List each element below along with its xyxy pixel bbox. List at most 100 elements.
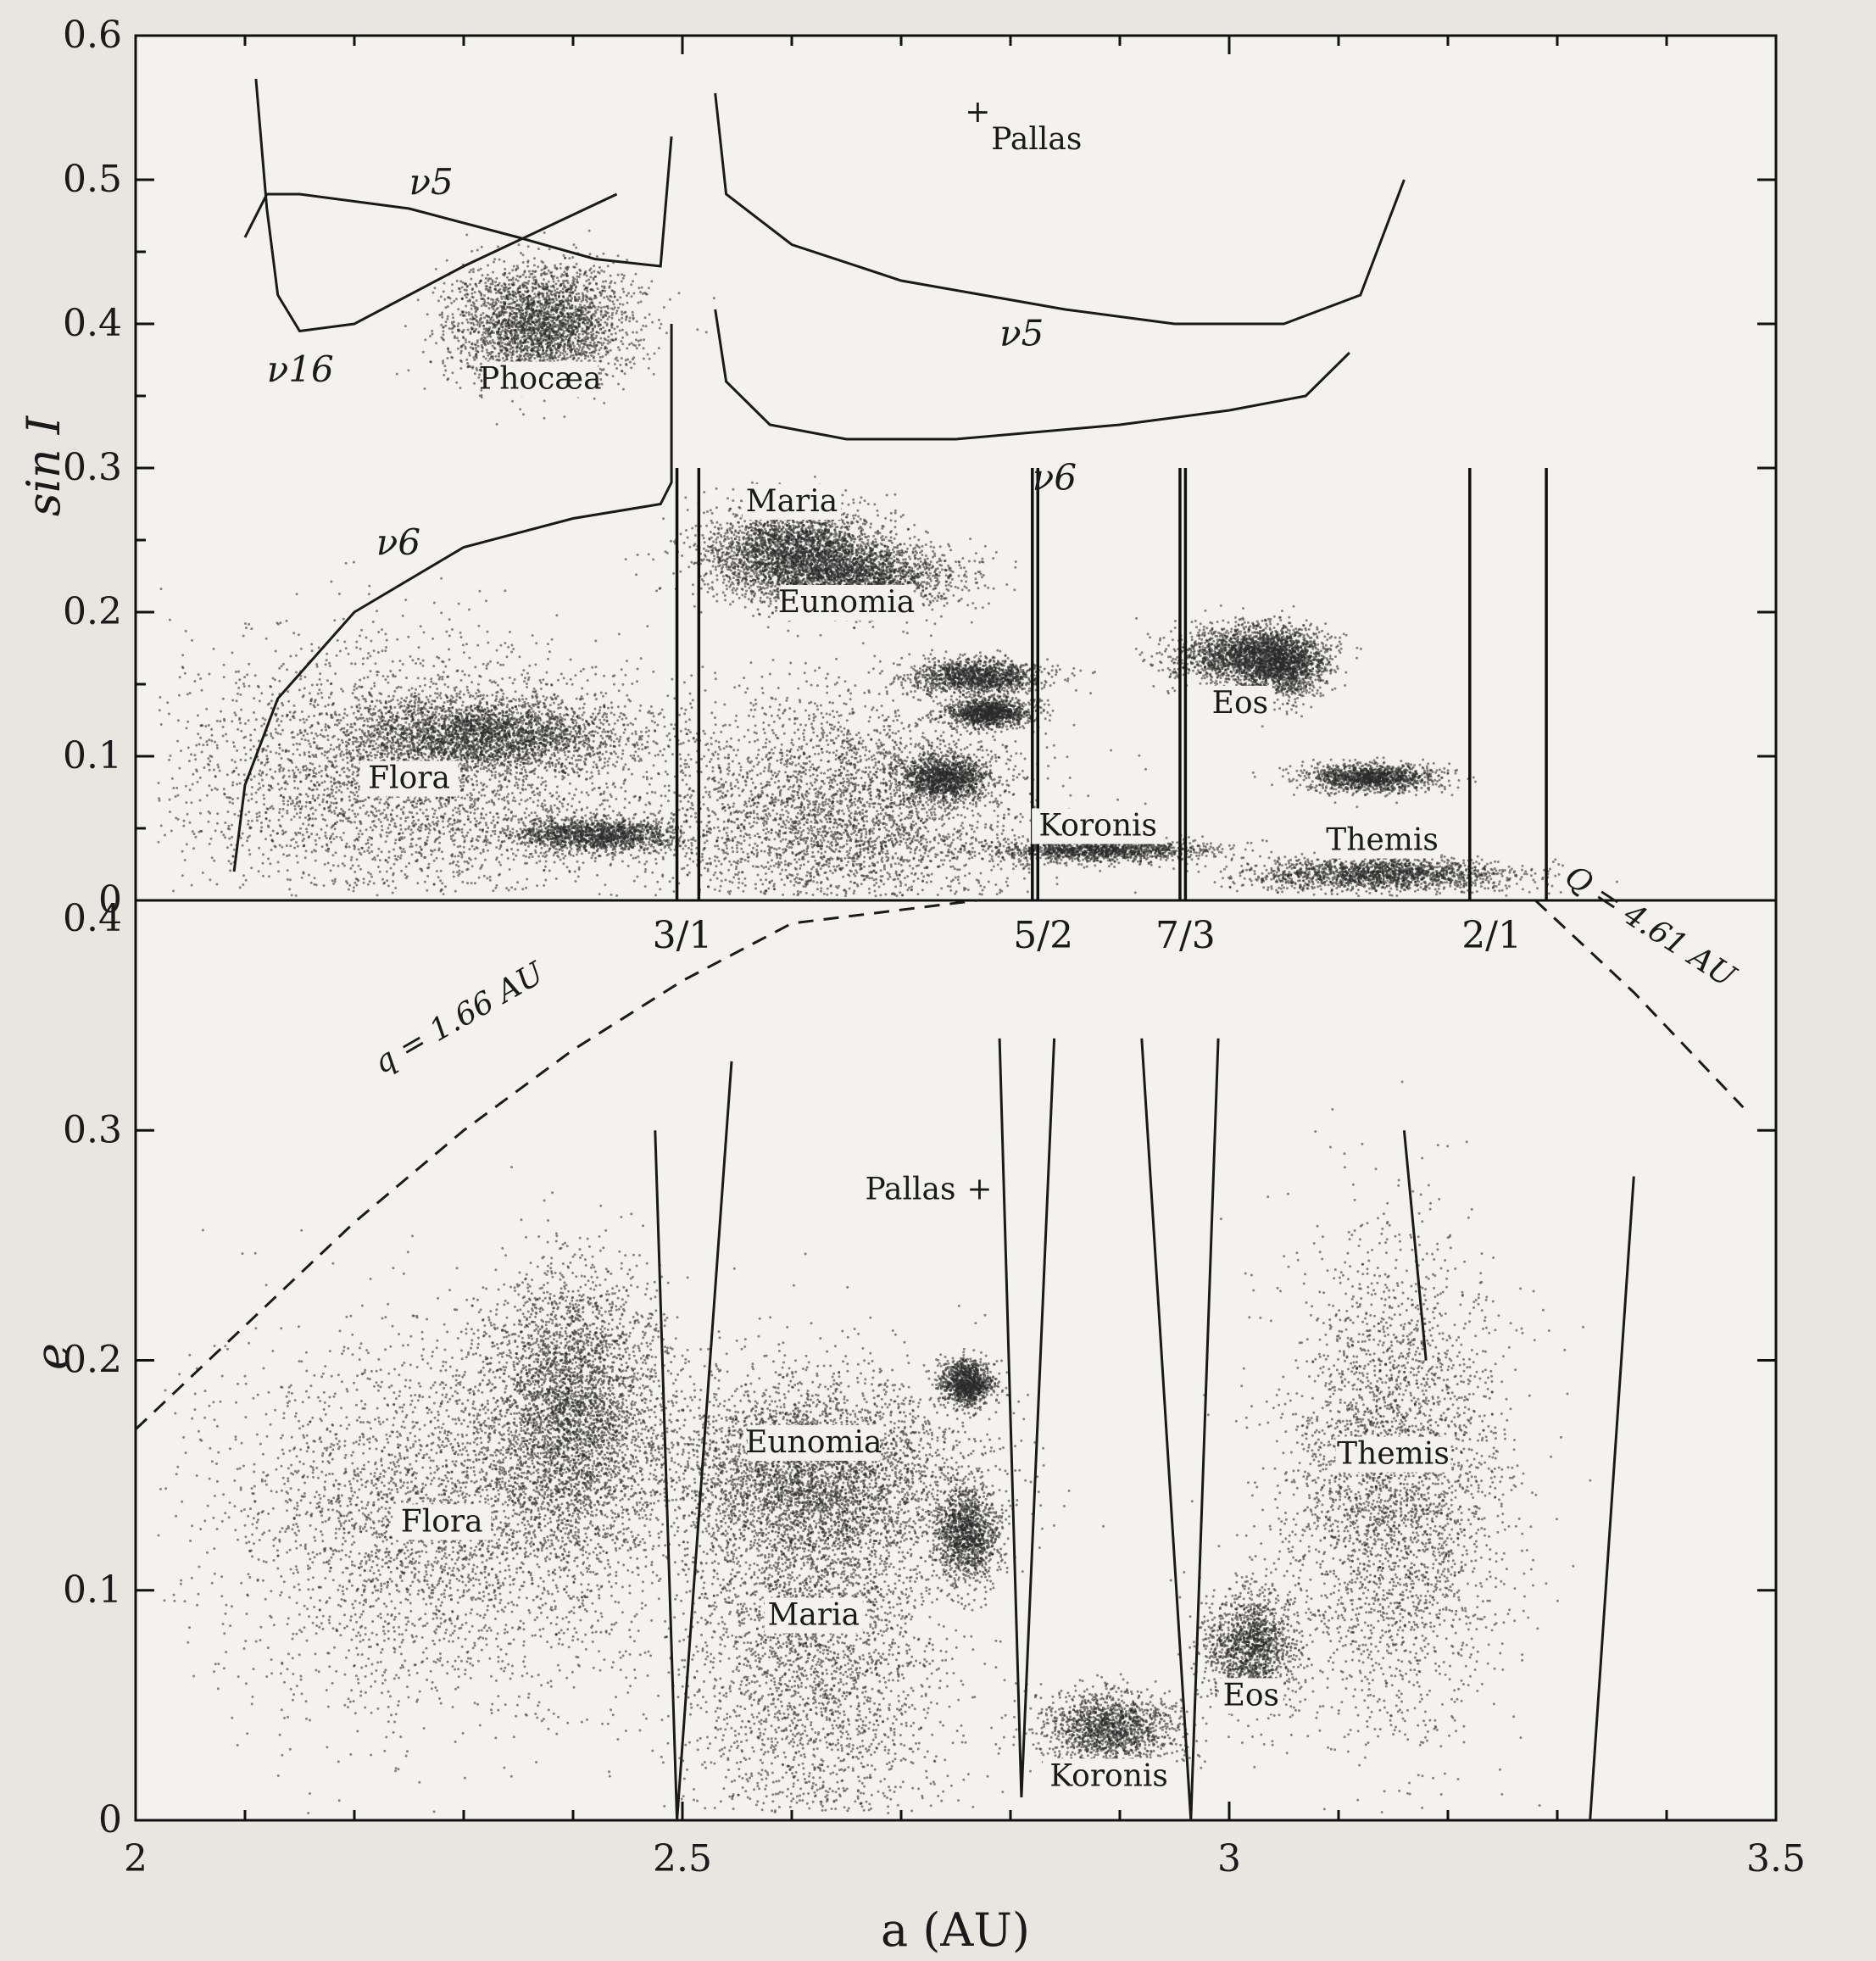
data-point <box>326 652 329 655</box>
data-point <box>382 882 386 885</box>
data-point <box>432 883 436 886</box>
data-point <box>249 733 253 737</box>
data-point <box>315 734 319 738</box>
data-point <box>290 731 293 734</box>
data-point <box>623 797 626 800</box>
data-point <box>470 865 474 868</box>
data-point <box>257 685 260 688</box>
data-point <box>573 870 576 873</box>
data-point <box>287 699 291 703</box>
data-point <box>231 823 233 827</box>
data-point <box>299 677 303 681</box>
data-point <box>242 874 245 877</box>
data-point <box>340 688 343 691</box>
data-point <box>399 686 403 689</box>
data-point <box>249 756 253 760</box>
data-point <box>392 694 395 698</box>
data-point <box>538 759 542 762</box>
data-point <box>399 827 403 831</box>
data-point <box>376 673 379 677</box>
data-point <box>490 774 493 777</box>
data-point <box>477 624 481 627</box>
data-point <box>339 728 342 732</box>
data-point <box>487 827 490 829</box>
data-point <box>325 728 327 732</box>
data-point <box>608 805 611 808</box>
data-point <box>714 700 717 704</box>
data-point <box>524 768 526 772</box>
data-point <box>305 830 309 833</box>
data-point <box>353 685 356 688</box>
data-point <box>517 698 520 701</box>
data-point <box>408 799 411 802</box>
data-point <box>542 678 545 682</box>
data-point <box>425 747 428 750</box>
data-point <box>634 856 637 860</box>
data-point <box>237 670 240 673</box>
data-point <box>427 866 431 869</box>
data-point <box>392 673 395 677</box>
data-point <box>526 702 530 705</box>
data-point <box>486 838 489 842</box>
data-point <box>498 872 502 876</box>
data-point <box>577 746 581 749</box>
data-point <box>451 839 454 843</box>
data-point <box>486 694 489 698</box>
data-point <box>532 800 535 804</box>
data-point <box>441 797 444 800</box>
data-point <box>353 845 356 849</box>
data-point <box>435 682 437 686</box>
data-point <box>509 811 513 815</box>
data-point <box>187 760 191 763</box>
data-point <box>544 865 547 868</box>
data-point <box>300 805 303 808</box>
data-point <box>568 792 571 795</box>
data-point <box>423 713 426 716</box>
data-point <box>315 663 319 666</box>
data-point <box>467 817 470 821</box>
data-point <box>520 694 524 697</box>
data-point <box>520 760 523 764</box>
data-point <box>461 777 465 781</box>
data-point <box>379 745 382 749</box>
data-point <box>368 836 371 838</box>
data-point <box>324 834 327 838</box>
data-point <box>264 718 267 721</box>
data-point <box>558 800 561 804</box>
data-point <box>273 678 276 682</box>
data-point <box>529 796 532 799</box>
data-point <box>544 699 547 701</box>
data-point <box>452 696 454 699</box>
data-point <box>356 813 359 816</box>
data-point <box>621 682 625 686</box>
data-point <box>470 803 473 806</box>
data-point <box>454 688 457 692</box>
data-point <box>284 788 287 791</box>
data-point <box>365 717 369 721</box>
data-point <box>521 698 525 701</box>
data-point <box>408 755 411 759</box>
data-point <box>404 800 407 804</box>
data-point <box>159 588 163 591</box>
data-point <box>396 738 399 741</box>
data-point <box>198 799 202 802</box>
data-point <box>500 853 504 856</box>
data-point <box>417 698 420 701</box>
data-point <box>190 801 193 805</box>
data-point <box>342 766 346 770</box>
data-point <box>216 812 220 816</box>
data-point <box>333 822 337 825</box>
data-point <box>591 782 594 785</box>
data-point <box>233 760 237 764</box>
data-point <box>237 814 240 817</box>
data-point <box>304 769 308 772</box>
data-point <box>370 639 373 643</box>
data-point <box>629 699 632 703</box>
data-point <box>436 696 439 699</box>
data-point <box>170 777 174 780</box>
data-point <box>296 795 299 799</box>
data-point <box>386 755 389 759</box>
data-point <box>515 705 518 709</box>
data-point <box>488 744 492 748</box>
data-point <box>559 672 563 676</box>
